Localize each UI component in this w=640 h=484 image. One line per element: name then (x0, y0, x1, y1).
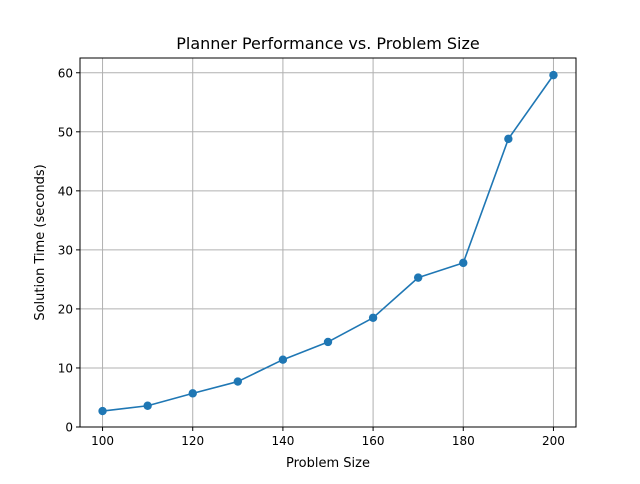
y-tick-label: 30 (58, 243, 73, 257)
chart-title: Planner Performance vs. Problem Size (176, 34, 479, 53)
x-tick-label: 100 (91, 434, 114, 448)
y-tick-label: 20 (58, 302, 73, 316)
data-point (98, 406, 107, 416)
data-point (368, 313, 378, 322)
series-layer (98, 70, 558, 416)
data-point (549, 70, 558, 80)
data-point (459, 258, 468, 268)
data-point (233, 377, 243, 386)
x-tick-label: 180 (452, 434, 475, 448)
x-tick-label: 200 (542, 434, 565, 448)
x-tick-label: 140 (271, 434, 294, 448)
x-tick-label: 160 (362, 434, 385, 448)
y-axis-label: Solution Time (seconds) (33, 164, 48, 320)
y-tick-label: 60 (58, 66, 73, 80)
data-point (413, 273, 423, 282)
y-tick-label: 0 (65, 421, 73, 435)
data-point (504, 134, 513, 144)
axis-ticks: 100 120 140 160 180 200 0 10 20 30 40 50 60 (58, 66, 565, 448)
data-point (143, 401, 152, 410)
x-tick-label: 120 (181, 434, 204, 448)
data-point (323, 337, 333, 347)
data-point (278, 355, 288, 364)
plot-frame (79, 57, 577, 428)
y-tick-label: 50 (58, 125, 73, 139)
x-axis-label: Problem Size (286, 456, 370, 471)
grid-lines (80, 58, 576, 428)
y-tick-label: 40 (58, 184, 73, 198)
y-tick-label: 10 (58, 361, 73, 375)
data-point (188, 389, 197, 398)
